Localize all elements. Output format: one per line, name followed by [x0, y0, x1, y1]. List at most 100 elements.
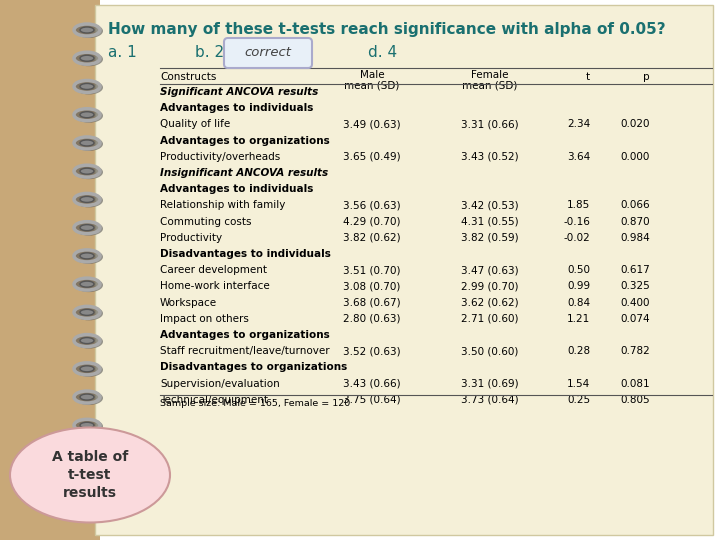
Text: 3.43 (0.66): 3.43 (0.66) [343, 379, 401, 389]
Text: 0.066: 0.066 [621, 200, 650, 211]
Ellipse shape [75, 504, 103, 518]
Ellipse shape [10, 428, 170, 523]
Ellipse shape [80, 168, 94, 174]
Text: 0.984: 0.984 [620, 233, 650, 243]
Ellipse shape [80, 422, 94, 428]
Ellipse shape [75, 391, 103, 405]
Ellipse shape [75, 335, 103, 349]
Text: How many of these t-tests reach significance with alpha of 0.05?: How many of these t-tests reach signific… [108, 22, 665, 37]
Text: Sample size: Male = 165, Female = 120: Sample size: Male = 165, Female = 120 [160, 399, 350, 408]
Ellipse shape [75, 109, 103, 123]
Text: a. 1: a. 1 [108, 45, 137, 60]
Text: Impact on others: Impact on others [160, 314, 249, 324]
Ellipse shape [75, 448, 103, 462]
Text: 3.64: 3.64 [567, 152, 590, 162]
Text: d. 4: d. 4 [368, 45, 397, 60]
Text: Quality of life: Quality of life [160, 119, 230, 130]
Text: 3.65 (0.49): 3.65 (0.49) [343, 152, 401, 162]
Ellipse shape [75, 419, 103, 433]
Ellipse shape [80, 450, 94, 456]
Ellipse shape [80, 197, 94, 202]
Text: -0.02: -0.02 [563, 233, 590, 243]
Text: 0.081: 0.081 [621, 379, 650, 389]
Text: 2.34: 2.34 [567, 119, 590, 130]
Text: Productivity: Productivity [160, 233, 222, 243]
Text: 0.99: 0.99 [567, 281, 590, 292]
Text: 2.71 (0.60): 2.71 (0.60) [462, 314, 518, 324]
Text: 3.75 (0.64): 3.75 (0.64) [343, 395, 401, 405]
Ellipse shape [80, 479, 94, 485]
Text: 0.25: 0.25 [567, 395, 590, 405]
Text: 1.21: 1.21 [567, 314, 590, 324]
Text: 0.870: 0.870 [621, 217, 650, 227]
Text: -0.16: -0.16 [563, 217, 590, 227]
Text: 3.82 (0.59): 3.82 (0.59) [462, 233, 519, 243]
Text: 0.020: 0.020 [621, 119, 650, 130]
Ellipse shape [75, 221, 103, 235]
Text: correct: correct [245, 45, 292, 58]
Text: Relationship with family: Relationship with family [160, 200, 285, 211]
Ellipse shape [80, 225, 94, 231]
FancyBboxPatch shape [224, 38, 312, 68]
Text: 3.42 (0.53): 3.42 (0.53) [462, 200, 519, 211]
Text: mean (SD): mean (SD) [462, 80, 518, 90]
Ellipse shape [75, 52, 103, 66]
Text: Advantages to individuals: Advantages to individuals [160, 103, 313, 113]
Text: Male: Male [360, 70, 384, 80]
Text: 0.805: 0.805 [621, 395, 650, 405]
Text: Advantages to organizations: Advantages to organizations [160, 136, 330, 146]
Text: Workspace: Workspace [160, 298, 217, 308]
Ellipse shape [75, 278, 103, 292]
Ellipse shape [80, 55, 94, 61]
Text: 0.84: 0.84 [567, 298, 590, 308]
Text: Staff recruitment/leave/turnover: Staff recruitment/leave/turnover [160, 346, 330, 356]
Text: 0.000: 0.000 [621, 152, 650, 162]
Ellipse shape [80, 309, 94, 315]
Text: Home-work interface: Home-work interface [160, 281, 270, 292]
Text: b. 2: b. 2 [195, 45, 224, 60]
Ellipse shape [80, 394, 94, 400]
Text: 0.400: 0.400 [621, 298, 650, 308]
Text: 1.85: 1.85 [567, 200, 590, 211]
Text: Constructs: Constructs [160, 72, 217, 82]
Ellipse shape [80, 84, 94, 90]
Text: A table of
t-test
results: A table of t-test results [52, 450, 128, 501]
Text: 3.82 (0.62): 3.82 (0.62) [343, 233, 401, 243]
Text: 3.43 (0.52): 3.43 (0.52) [462, 152, 519, 162]
Text: Technical/equipment: Technical/equipment [160, 395, 268, 405]
Text: c. 3: c. 3 [280, 45, 308, 60]
Text: mean (SD): mean (SD) [344, 80, 400, 90]
Ellipse shape [75, 24, 103, 38]
Text: 3.62 (0.62): 3.62 (0.62) [462, 298, 519, 308]
Ellipse shape [75, 250, 103, 264]
Text: 3.47 (0.63): 3.47 (0.63) [462, 265, 519, 275]
Text: Commuting costs: Commuting costs [160, 217, 251, 227]
Ellipse shape [80, 507, 94, 513]
Ellipse shape [75, 363, 103, 377]
Text: Supervision/evaluation: Supervision/evaluation [160, 379, 280, 389]
Text: Significant ANCOVA results: Significant ANCOVA results [160, 87, 318, 97]
Text: 3.56 (0.63): 3.56 (0.63) [343, 200, 401, 211]
Ellipse shape [75, 193, 103, 207]
Text: 3.68 (0.67): 3.68 (0.67) [343, 298, 401, 308]
Text: 0.782: 0.782 [620, 346, 650, 356]
Text: 3.49 (0.63): 3.49 (0.63) [343, 119, 401, 130]
Text: Female: Female [472, 70, 509, 80]
Text: 0.28: 0.28 [567, 346, 590, 356]
Ellipse shape [75, 165, 103, 179]
Text: 2.99 (0.70): 2.99 (0.70) [462, 281, 518, 292]
Text: 3.08 (0.70): 3.08 (0.70) [343, 281, 401, 292]
Text: Career development: Career development [160, 265, 267, 275]
Text: 0.50: 0.50 [567, 265, 590, 275]
Text: 3.31 (0.69): 3.31 (0.69) [462, 379, 519, 389]
Text: 1.54: 1.54 [567, 379, 590, 389]
FancyBboxPatch shape [95, 5, 713, 535]
Text: Advantages to organizations: Advantages to organizations [160, 330, 330, 340]
Ellipse shape [75, 80, 103, 94]
Ellipse shape [80, 366, 94, 372]
Text: 4.31 (0.55): 4.31 (0.55) [462, 217, 519, 227]
Text: 0.074: 0.074 [621, 314, 650, 324]
Ellipse shape [75, 137, 103, 151]
Ellipse shape [80, 112, 94, 118]
Text: p: p [644, 72, 650, 82]
